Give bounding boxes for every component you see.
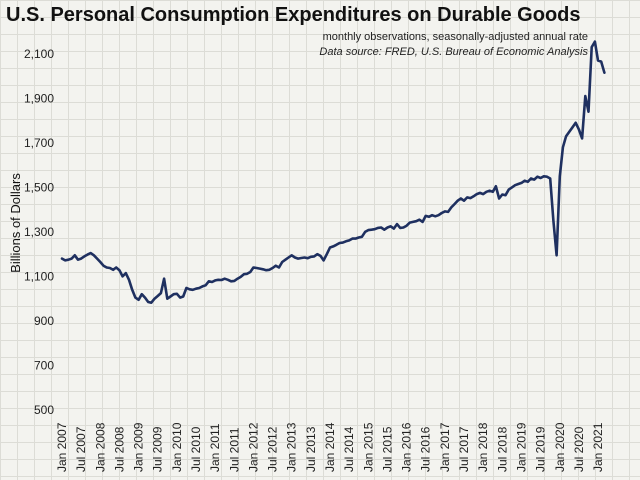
series-line	[60, 40, 606, 305]
y-tick-label: 500	[34, 403, 54, 417]
x-tick-label: Jul 2010	[189, 426, 203, 472]
x-tick-label: Jan 2019	[514, 422, 528, 472]
x-tick-label: Jan 2010	[170, 422, 184, 472]
x-tick-label: Jan 2011	[208, 423, 222, 472]
x-tick-label: Jan 2021	[591, 422, 605, 472]
y-tick-label: 900	[34, 314, 54, 328]
x-tick-label: Jan 2013	[285, 422, 299, 472]
x-tick-label: Jan 2009	[132, 422, 146, 472]
x-tick-label: Jul 2008	[112, 426, 126, 472]
x-tick-label: Jul 2009	[151, 426, 165, 472]
x-tick-label: Jul 2007	[74, 426, 88, 472]
x-tick-label: Jan 2008	[93, 422, 107, 472]
y-tick-label: 1,900	[24, 91, 54, 105]
x-tick-label: Jul 2020	[572, 426, 586, 472]
x-tick-label: Jul 2018	[495, 426, 509, 472]
x-tick-label: Jul 2019	[534, 426, 548, 472]
data-source: Data source: FRED, U.S. Bureau of Econom…	[319, 46, 588, 58]
x-tick-label: Jan 2017	[438, 422, 452, 472]
x-tick-label: Jan 2015	[361, 422, 375, 472]
x-tick-label: Jul 2011	[227, 427, 241, 472]
x-tick-label: Jul 2015	[380, 426, 394, 472]
x-tick-label: Jan 2012	[246, 422, 260, 472]
y-tick-label: 1,700	[24, 136, 54, 150]
series-layer	[60, 40, 606, 305]
y-tick-label: 2,100	[24, 47, 54, 61]
y-tick-label: 1,100	[24, 269, 54, 283]
chart-subtitle-block: monthly observations, seasonally-adjuste…	[319, 30, 588, 60]
y-tick-label: 1,300	[24, 225, 54, 239]
x-axis: Jan 2007 Jul 2007 Jan 2008 Jul 2008 Jan 2009…	[55, 422, 605, 472]
chart-subtitle: monthly observations, seasonally-adjuste…	[322, 31, 588, 43]
y-tick-label: 1,500	[24, 180, 54, 194]
x-tick-label: Jul 2014	[342, 426, 356, 472]
x-tick-label: Jul 2017	[457, 426, 471, 472]
x-tick-label: Jul 2013	[304, 426, 318, 472]
x-tick-label: Jan 2007	[55, 422, 69, 472]
y-axis-label: Billions of Dollars	[8, 173, 23, 273]
x-tick-label: Jul 2012	[266, 426, 280, 472]
x-tick-label: Jan 2016	[400, 422, 414, 472]
x-tick-label: Jan 2014	[323, 422, 337, 472]
chart-title: U.S. Personal Consumption Expenditures o…	[6, 4, 581, 26]
y-axis: 500 700 900 1,100 1,300 1,500 1,700 1,900 2,100	[24, 47, 54, 417]
x-tick-label: Jan 2020	[553, 422, 567, 472]
x-tick-label: Jul 2016	[419, 426, 433, 472]
y-tick-label: 700	[34, 358, 54, 372]
x-tick-label: Jan 2018	[476, 422, 490, 472]
